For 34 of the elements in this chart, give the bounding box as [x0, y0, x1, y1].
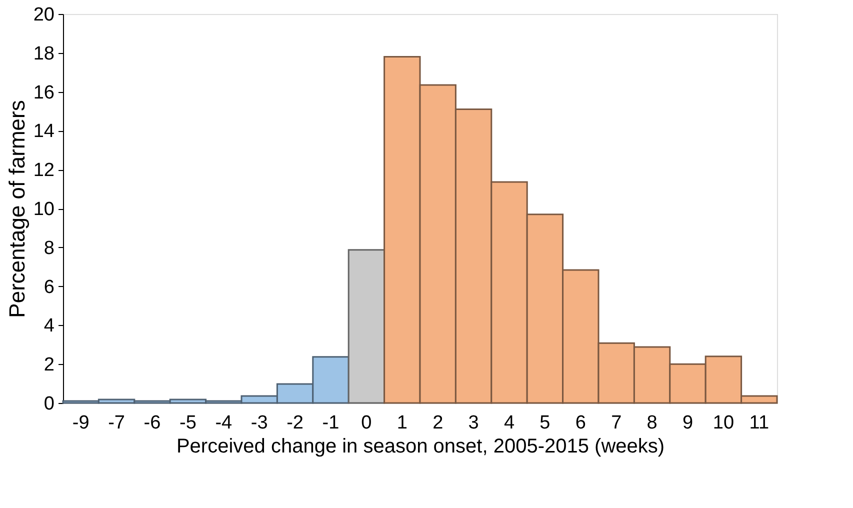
x-tick-label: 10 — [712, 412, 734, 434]
x-tick-label: -3 — [250, 412, 268, 434]
x-tick-label: 7 — [611, 412, 622, 434]
y-tick-label: 14 — [33, 121, 55, 142]
x-tick-label: -6 — [144, 412, 161, 434]
y-tick-label: 0 — [44, 394, 54, 414]
x-tick-label: 3 — [468, 412, 479, 434]
x-tick-label: -7 — [108, 412, 126, 434]
x-tick-label: -4 — [215, 412, 233, 434]
y-axis-title: Percentage of farmers — [4, 100, 30, 318]
x-tick-label: 11 — [749, 412, 770, 434]
y-tick-label: 4 — [44, 316, 55, 337]
bar — [348, 249, 386, 404]
x-tick-label: 8 — [646, 412, 658, 434]
x-tick-label: 1 — [396, 412, 408, 434]
x-tick-label: 0 — [361, 412, 372, 434]
y-tick-label: 16 — [33, 82, 54, 104]
y-tick-label: 8 — [44, 238, 54, 259]
x-tick-label: -1 — [322, 412, 340, 434]
y-tick-label: 20 — [33, 4, 54, 26]
y-tick-label: 12 — [33, 160, 54, 182]
x-tick-label: 5 — [540, 412, 550, 434]
y-tick-label: 6 — [44, 276, 54, 298]
x-tick-label: -2 — [286, 412, 304, 434]
x-tick-label: -9 — [72, 412, 90, 434]
x-tick-label: -5 — [179, 412, 196, 434]
x-tick-label: 2 — [432, 412, 444, 434]
x-tick-label: 4 — [504, 412, 515, 434]
x-axis-title: Perceived change in season onset, 2005-2015 (weeks) — [176, 436, 665, 458]
y-tick-label: 10 — [33, 199, 54, 220]
y-tick-label: 18 — [33, 43, 54, 64]
x-tick-label: 9 — [682, 412, 694, 434]
y-tick-label: 2 — [44, 354, 54, 376]
x-tick-label: 6 — [575, 412, 586, 434]
